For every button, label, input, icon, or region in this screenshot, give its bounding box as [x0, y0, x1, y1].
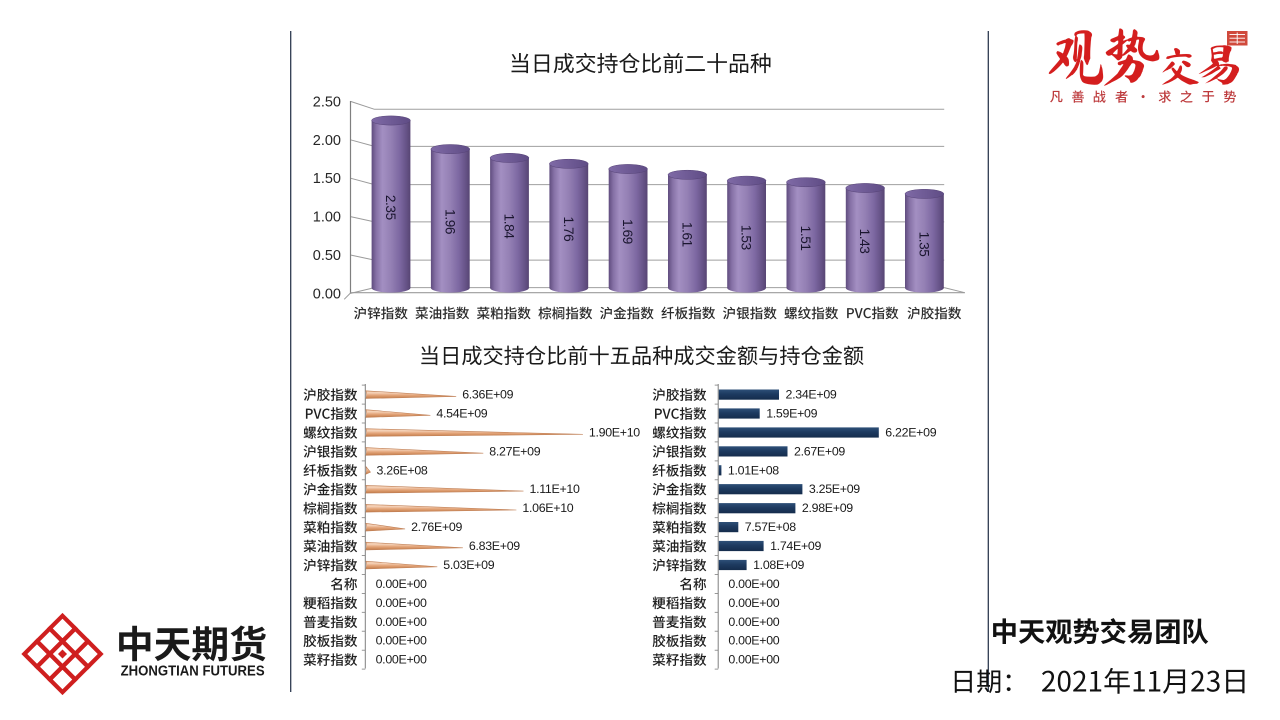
svg-text:1.06E+10: 1.06E+10: [522, 501, 573, 515]
svg-text:1.53: 1.53: [739, 225, 754, 250]
svg-text:0.00E+00: 0.00E+00: [728, 653, 779, 667]
svg-text:0.00E+00: 0.00E+00: [376, 615, 427, 629]
svg-text:1.11E+10: 1.11E+10: [530, 482, 580, 496]
svg-text:2.00: 2.00: [313, 133, 341, 149]
svg-text:1.00: 1.00: [313, 210, 341, 226]
svg-text:8.27E+09: 8.27E+09: [489, 444, 540, 458]
svg-text:0.00E+00: 0.00E+00: [728, 577, 779, 591]
svg-text:3.25E+09: 3.25E+09: [809, 482, 860, 496]
svg-text:2.35: 2.35: [383, 195, 398, 220]
svg-text:1.96: 1.96: [442, 209, 457, 234]
svg-text:2.34E+09: 2.34E+09: [786, 388, 837, 402]
svg-text:1.51: 1.51: [798, 226, 813, 251]
svg-text:5.03E+09: 5.03E+09: [443, 558, 494, 572]
svg-text:0.00E+00: 0.00E+00: [728, 596, 779, 610]
svg-text:1.43: 1.43: [857, 229, 872, 254]
svg-text:1.74E+09: 1.74E+09: [770, 539, 821, 553]
svg-text:1.59E+09: 1.59E+09: [766, 407, 817, 421]
svg-text:4.54E+09: 4.54E+09: [436, 407, 487, 421]
svg-text:1.76: 1.76: [561, 216, 576, 241]
svg-text:1.84: 1.84: [502, 214, 517, 240]
svg-text:0.00E+00: 0.00E+00: [728, 615, 779, 629]
svg-text:ZHONGTIAN FUTURES: ZHONGTIAN FUTURES: [121, 664, 265, 680]
svg-text:3.26E+08: 3.26E+08: [377, 463, 428, 477]
svg-text:1.61: 1.61: [679, 222, 694, 247]
svg-text:2.67E+09: 2.67E+09: [794, 444, 845, 458]
svg-text:0.00: 0.00: [313, 286, 341, 302]
svg-text:1.08E+09: 1.08E+09: [753, 558, 804, 572]
svg-text:0.00E+00: 0.00E+00: [376, 596, 427, 610]
svg-text:1.01E+08: 1.01E+08: [728, 463, 779, 477]
svg-text:2.50: 2.50: [313, 94, 341, 110]
svg-text:0.50: 0.50: [313, 248, 341, 264]
svg-text:2.98E+09: 2.98E+09: [802, 501, 853, 515]
svg-text:1.90E+10: 1.90E+10: [589, 426, 640, 440]
svg-text:0.00E+00: 0.00E+00: [376, 577, 427, 591]
svg-text:1.50: 1.50: [313, 171, 341, 187]
svg-text:1.69: 1.69: [620, 219, 635, 244]
svg-text:0.00E+00: 0.00E+00: [376, 653, 427, 667]
svg-text:0.00E+00: 0.00E+00: [376, 634, 427, 648]
svg-text:6.83E+09: 6.83E+09: [469, 539, 520, 553]
svg-text:2.76E+09: 2.76E+09: [411, 520, 462, 534]
svg-text:1.35: 1.35: [916, 232, 931, 257]
svg-text:6.36E+09: 6.36E+09: [462, 388, 513, 402]
svg-text:7.57E+08: 7.57E+08: [745, 520, 796, 534]
svg-text:6.22E+09: 6.22E+09: [885, 426, 936, 440]
svg-text:0.00E+00: 0.00E+00: [728, 634, 779, 648]
